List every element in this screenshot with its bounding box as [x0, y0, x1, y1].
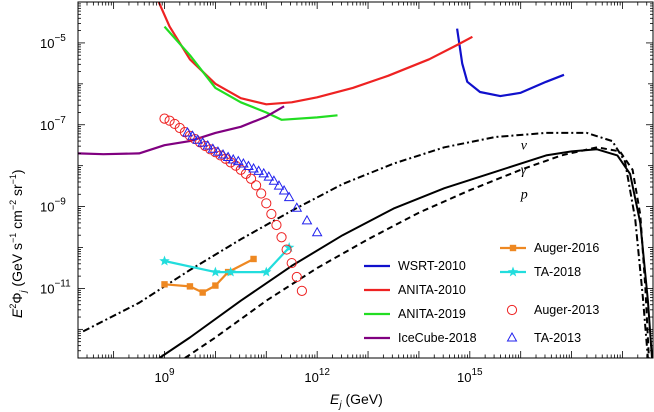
data-point-auger-2013	[286, 257, 297, 269]
x-tick-label: 1015	[457, 367, 483, 385]
data-point-ta-2013	[263, 171, 275, 181]
y-tick-label: 10−11	[40, 278, 71, 296]
legend-label-icecube-2018: IceCube-2018	[398, 331, 477, 345]
annotations: νγp	[520, 138, 528, 202]
annotation-gamma: γ	[521, 163, 527, 178]
data-point-ta-2013	[243, 160, 254, 170]
y-tick-label: 10−5	[40, 33, 66, 51]
data-point-ta-2013	[227, 153, 239, 164]
y-axis-title-unit: (GeV s	[9, 243, 25, 290]
series-line-wsrt-2010	[456, 28, 565, 98]
x-axis-title-main: E	[330, 391, 340, 407]
y-axis-title-phi: Φ	[9, 292, 25, 303]
legend-marker-ta-2013	[506, 331, 518, 342]
y-axis-title-close: )	[9, 169, 25, 174]
data-point-auger-2013	[250, 180, 262, 191]
y-tick-label: 10−7	[40, 115, 66, 133]
legend: WSRT-2010 ANITA-2010 ANITA-2019 IceCube-201…	[364, 241, 599, 345]
legend-marker-auger-2016	[509, 244, 517, 252]
x-axis-title: Ej (GeV)	[330, 391, 383, 411]
data-point-auger-2013	[276, 232, 287, 243]
x-axis-title-unit: (GeV)	[342, 391, 383, 407]
data-point-ta-2013	[222, 151, 234, 161]
data-point-ta-2013	[238, 158, 249, 168]
y-axis-title-sup2: −1	[8, 233, 18, 243]
legend-label-anita-2010: ANITA-2010	[398, 283, 466, 297]
series-line-proton	[184, 146, 650, 358]
x-axis-title-sub: j	[337, 400, 342, 411]
series-line-icecube-2018	[78, 105, 285, 156]
legend-marker-auger-2013	[506, 304, 518, 316]
x-tick-label: 109	[154, 367, 174, 385]
y-axis-title-lead: E	[9, 308, 25, 318]
data-point-auger-2016	[250, 255, 257, 263]
data-point-ta-2013	[182, 126, 193, 137]
data-point-auger-2013	[261, 198, 272, 209]
legend-label-ta-2013: TA-2013	[534, 331, 581, 345]
data-point-ta-2013	[197, 137, 209, 147]
data-point-ta-2013	[268, 175, 280, 185]
data-point-auger-2013	[266, 208, 277, 220]
series-line-gamma	[158, 148, 653, 358]
y-axis-title-sub: j	[18, 289, 28, 293]
y-axis-title-sup4: −1	[8, 174, 18, 184]
data-point-ta-2018	[159, 255, 170, 266]
y-axis-title-sup3: −2	[8, 200, 18, 210]
data-point-ta-2013	[301, 214, 313, 225]
data-point-auger-2013	[256, 188, 267, 199]
data-point-auger-2016	[212, 282, 219, 289]
data-point-ta-2013	[311, 226, 323, 237]
data-point-ta-2013	[192, 134, 203, 144]
data-point-ta-2013	[207, 143, 219, 153]
y-axis-title-mid1: cm	[9, 210, 25, 233]
legend-marker-ta-2018	[507, 266, 519, 277]
annotation-proton: p	[520, 187, 528, 202]
legend-label-auger-2016: Auger-2016	[534, 241, 599, 255]
data-point-ta-2013	[248, 162, 259, 173]
data-point-ta-2018	[225, 266, 236, 277]
legend-label-wsrt-2010: WSRT-2010	[398, 259, 466, 273]
data-point-ta-2013	[217, 149, 229, 159]
data-point-auger-2013	[245, 173, 257, 184]
data-point-auger-2013	[281, 244, 292, 255]
data-point-ta-2013	[258, 167, 270, 178]
data-point-ta-2013	[187, 130, 198, 140]
y-tick-label: 10−9	[40, 197, 66, 215]
annotation-nu: ν	[521, 138, 528, 153]
y-axis-title-sup1: 2	[8, 304, 18, 309]
data-point-auger-2013	[159, 113, 170, 124]
y-axis-title: E2Φj (GeV s−1 cm−2 sr−1)	[8, 169, 28, 318]
data-point-ta-2013	[232, 155, 244, 166]
series-layer	[78, 2, 653, 358]
data-point-ta-2013	[283, 191, 295, 202]
series-line-nu	[82, 131, 649, 358]
x-tick-label: 1012	[304, 367, 330, 385]
legend-label-ta-2018: TA-2018	[534, 265, 581, 279]
data-point-auger-2016	[161, 281, 168, 288]
data-point-auger-2013	[164, 115, 175, 126]
series-line-anita-2019	[163, 25, 338, 121]
legend-label-auger-2013: Auger-2013	[534, 303, 599, 317]
data-point-ta-2018	[210, 266, 221, 277]
data-point-ta-2018	[283, 242, 295, 252]
ticks-layer: 109 1012 1015 10−5 10−7 10−9 10−11	[40, 1, 653, 385]
data-point-ta-2013	[253, 165, 264, 175]
series-line-ta-2018	[164, 246, 291, 274]
data-point-ta-2013	[273, 180, 285, 190]
data-point-ta-2013	[278, 185, 290, 195]
data-point-auger-2013	[271, 219, 282, 231]
data-point-auger-2016	[199, 289, 206, 296]
data-point-ta-2013	[202, 140, 214, 150]
data-point-auger-2013	[296, 285, 307, 296]
data-point-ta-2013	[212, 146, 224, 156]
data-point-auger-2013	[291, 271, 302, 283]
data-point-auger-2016	[186, 283, 194, 290]
data-point-ta-2013	[291, 202, 303, 212]
legend-label-anita-2019: ANITA-2019	[398, 307, 466, 321]
series-line-auger-2016	[164, 258, 255, 294]
data-point-ta-2018	[261, 266, 272, 277]
y-axis-title-mid2: sr	[9, 184, 25, 200]
series-line-anita-2010	[157, 2, 473, 106]
